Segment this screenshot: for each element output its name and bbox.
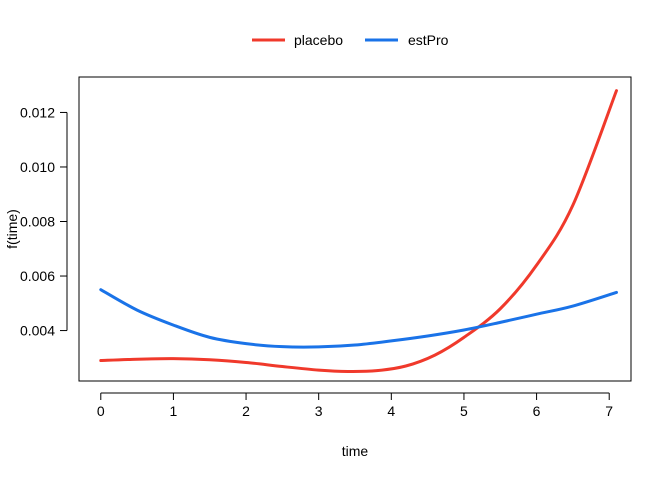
plot-frame (78, 76, 632, 382)
x-axis-label: time (342, 443, 369, 459)
series-line-placebo (99, 89, 618, 373)
y-axis: 0.004 0.006 0.008 0.010 0.012 (20, 104, 68, 339)
y-tick-label: 0.012 (20, 104, 55, 120)
legend-item-estPro: estPro (365, 32, 449, 48)
y-tick-label: 0.010 (20, 159, 55, 175)
x-axis: 0 1 2 3 4 5 6 7 (97, 392, 613, 419)
series-layer (99, 89, 618, 373)
legend-label: estPro (408, 32, 449, 48)
x-tick-label: 3 (315, 403, 323, 419)
legend-label: placebo (294, 32, 343, 48)
x-tick-label: 1 (170, 403, 178, 419)
y-tick-label: 0.008 (20, 214, 55, 230)
x-tick-label: 6 (533, 403, 541, 419)
x-tick-label: 4 (387, 403, 395, 419)
x-tick-label: 0 (97, 403, 105, 419)
legend-item-placebo: placebo (252, 32, 343, 48)
legend: placebo estPro (252, 32, 449, 48)
x-tick-label: 5 (460, 403, 468, 419)
y-tick-label: 0.004 (20, 323, 55, 339)
x-tick-label: 7 (605, 403, 613, 419)
series-line-estPro (99, 288, 618, 349)
x-tick-label: 2 (242, 403, 250, 419)
y-axis-label: f(time) (4, 209, 20, 249)
y-tick-label: 0.006 (20, 268, 55, 284)
